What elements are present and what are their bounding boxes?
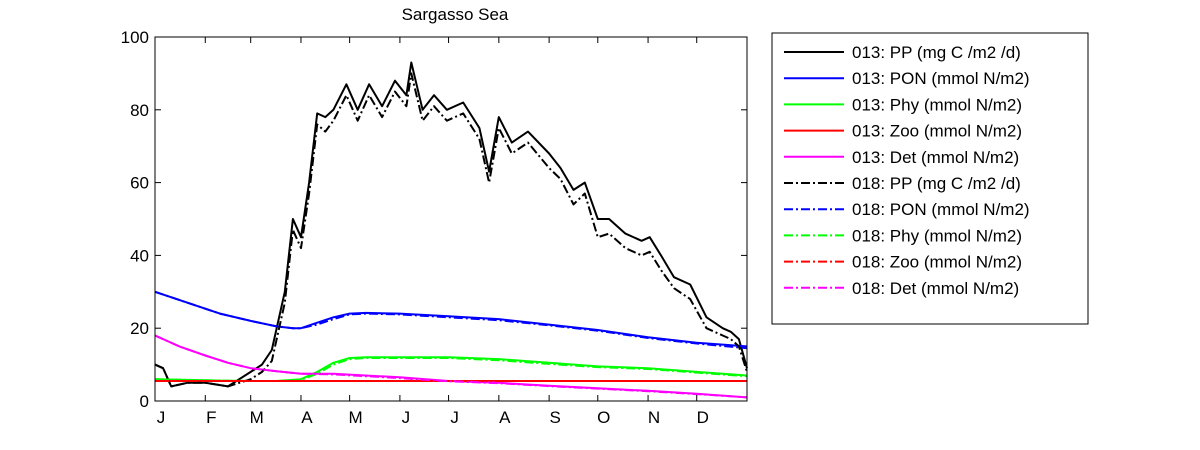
x-tick-label: A — [499, 408, 511, 427]
y-tick-label: 40 — [130, 246, 149, 265]
legend-label-2: 013: Phy (mmol N/m2) — [852, 95, 1022, 114]
y-tick-label: 0 — [140, 392, 149, 411]
series-line-5 — [154, 72, 748, 388]
x-tick-label: J — [450, 408, 459, 427]
legend: 013: PP (mg C /m2 /d) 013: PON (mmol N/m2… — [771, 32, 1089, 325]
legend-label-0: 013: PP (mg C /m2 /d) — [852, 43, 1021, 62]
legend-label-1: 013: PON (mmol N/m2) — [852, 69, 1030, 88]
x-tick-label: S — [549, 408, 560, 427]
series-layer — [154, 61, 748, 399]
x-tick-label: M — [349, 408, 363, 427]
axes-layer: 0 20 40 60 80 100 J F M A M J J A S O N D — [121, 28, 748, 427]
y-tick-label: 20 — [130, 319, 149, 338]
x-tick-label: J — [157, 408, 166, 427]
x-tick-label: F — [206, 408, 216, 427]
plot-frame — [154, 36, 748, 402]
x-tick-label: N — [648, 408, 660, 427]
series-line-9 — [154, 334, 748, 399]
x-tick-label: M — [250, 408, 264, 427]
y-tick-label: 100 — [121, 28, 149, 47]
chart-title: Sargasso Sea — [402, 5, 509, 24]
legend-label-4: 013: Det (mmol N/m2) — [852, 148, 1019, 167]
y-tick-label: 60 — [130, 174, 149, 193]
series-line-6 — [154, 290, 748, 350]
series-line-0 — [154, 61, 748, 388]
legend-label-5: 018: PP (mg C /m2 /d) — [852, 174, 1021, 193]
legend-label-9: 018: Det (mmol N/m2) — [852, 279, 1019, 298]
legend-label-6: 018: PON (mmol N/m2) — [852, 200, 1030, 219]
x-tick-label: D — [697, 408, 709, 427]
legend-label-8: 018: Zoo (mmol N/m2) — [852, 253, 1022, 272]
y-tick-label: 80 — [130, 101, 149, 120]
x-tick-label: O — [597, 408, 610, 427]
plot-area — [155, 37, 747, 401]
x-tick-label: A — [301, 408, 313, 427]
x-tick-label: J — [402, 408, 411, 427]
legend-box — [771, 32, 1089, 325]
legend-label-3: 013: Zoo (mmol N/m2) — [852, 122, 1022, 141]
legend-label-7: 018: Phy (mmol N/m2) — [852, 226, 1022, 245]
